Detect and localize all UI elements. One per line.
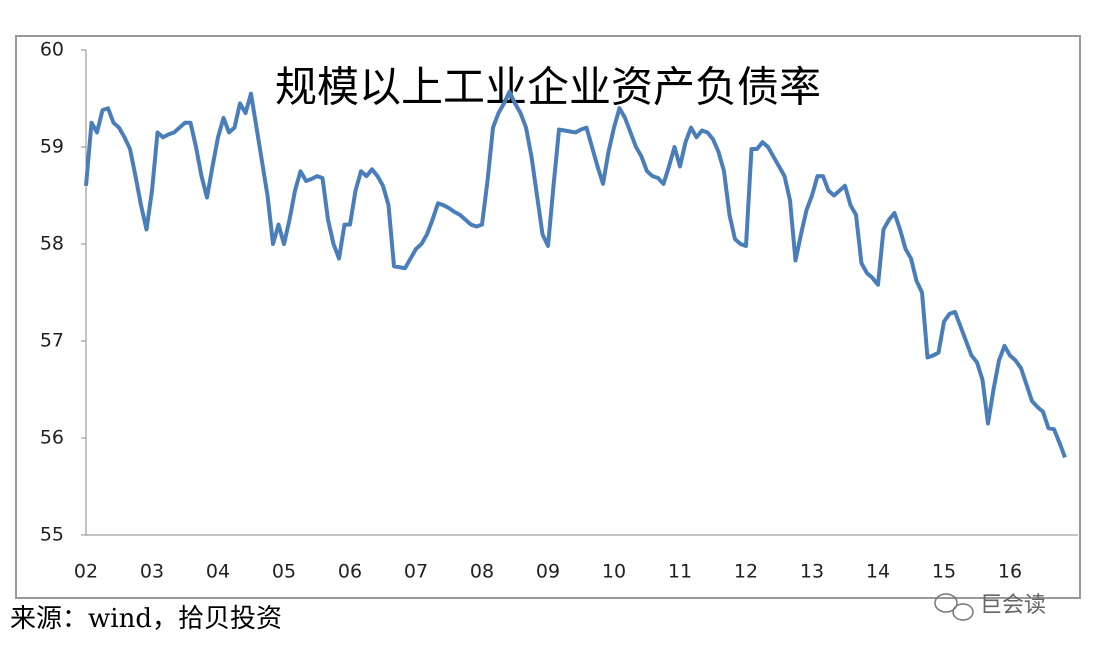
x-tick-label: 15: [932, 561, 956, 583]
x-tick-label: 10: [602, 561, 626, 583]
watermark: 巨会读: [980, 593, 1046, 618]
y-tick-label: 58: [40, 233, 64, 255]
x-tick-label: 07: [404, 561, 428, 583]
chart-border: [15, 35, 1081, 599]
x-tick-label: 03: [140, 561, 164, 583]
chart-title: 规模以上工业企业资产负债率: [275, 63, 821, 112]
x-tick-label: 14: [866, 561, 890, 583]
watermark-icon: [934, 593, 974, 621]
data-line: [84, 89, 1067, 459]
x-tick-label: 12: [734, 561, 758, 583]
x-tick-label: 13: [800, 561, 824, 583]
y-tick-label: 56: [40, 427, 64, 449]
x-tick-label: 08: [470, 561, 494, 583]
y-tick-label: 60: [40, 39, 64, 61]
x-tick-label: 11: [668, 561, 692, 583]
y-tick-label: 57: [40, 330, 64, 352]
source-note: 来源：wind，拾贝投资: [10, 604, 282, 634]
x-tick-label: 06: [338, 561, 362, 583]
x-tick-label: 05: [272, 561, 296, 583]
x-tick-label: 02: [74, 561, 98, 583]
x-tick-label: 16: [998, 561, 1022, 583]
x-tick-label: 04: [206, 561, 230, 583]
y-tick-label: 59: [40, 136, 64, 158]
y-tick-label: 55: [40, 524, 64, 546]
x-tick-label: 09: [536, 561, 560, 583]
